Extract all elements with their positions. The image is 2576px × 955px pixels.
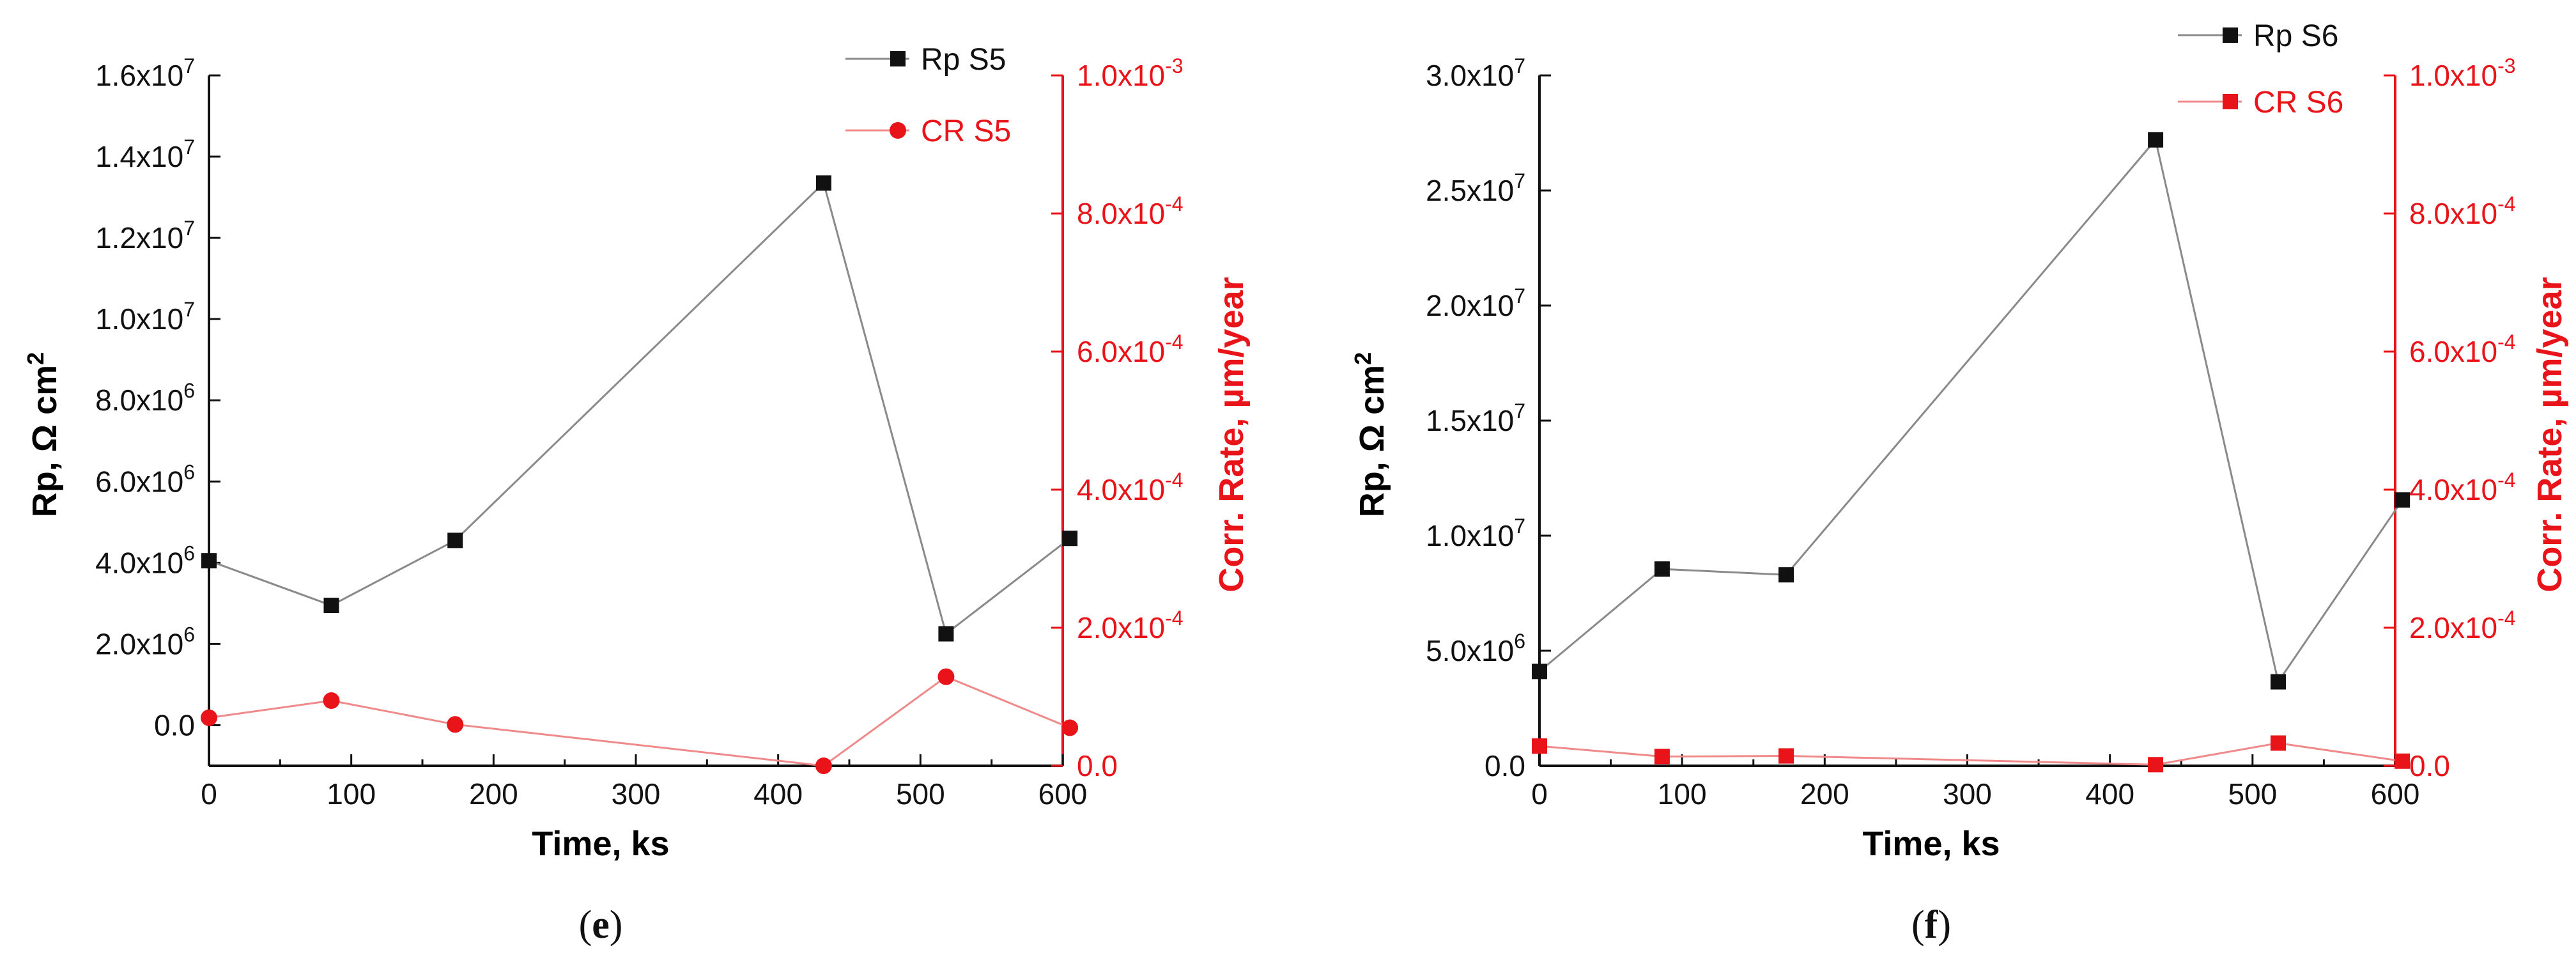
data-point: [1654, 749, 1670, 765]
x-tick-label: 500: [896, 777, 945, 811]
y-tick-label-left: 6.0x106: [95, 460, 195, 498]
y-tick-label-right: 0.0: [1077, 749, 1118, 782]
x-tick-label: 200: [1800, 777, 1849, 811]
data-point: [2395, 492, 2410, 508]
data-point: [447, 716, 464, 733]
y-tick-label-right: 0.0: [2409, 749, 2450, 782]
data-point: [2271, 674, 2287, 690]
data-point: [937, 668, 955, 685]
legend-marker: [890, 51, 906, 66]
x-tick-label: 0: [201, 777, 217, 811]
series-line: [208, 675, 1070, 767]
x-tick-label: 100: [327, 777, 376, 811]
y-tick-label-left: 2.0x106: [95, 623, 195, 660]
data-point: [2395, 753, 2410, 769]
chart-panel-e: Rp, Ω cm2 Corr. Rate, µm/year Time, ks (…: [22, 43, 1251, 947]
legend-label: CR S5: [921, 114, 1011, 148]
panel-label: (f): [1911, 903, 1951, 947]
y-tick-label-right: 4.0x10-4: [2409, 469, 2516, 506]
chart-panel-f: Rp, Ω cm2 Corr. Rate, µm/year Time, ks (…: [1350, 19, 2569, 947]
series-line: [1539, 137, 2403, 685]
y-tick-label-right: 2.0x10-4: [2409, 607, 2516, 644]
x-tick-label: 500: [2228, 777, 2277, 811]
legend-item: CR S5: [845, 114, 1011, 148]
y-tick-label-right: 6.0x10-4: [1077, 330, 1184, 368]
y-axis-title-left: Rp, Ω cm2: [1350, 352, 1391, 517]
y-tick-label-right: 8.0x10-4: [1077, 192, 1184, 230]
y-tick-label-left: 4.0x106: [95, 541, 195, 579]
data-point: [447, 532, 463, 548]
y-tick-label-right: 4.0x10-4: [1077, 469, 1184, 506]
y-tick-label-right: 8.0x10-4: [2409, 192, 2516, 230]
data-point: [2148, 757, 2164, 773]
data-point: [323, 598, 339, 614]
legend-label: Rp S5: [921, 43, 1006, 77]
series-line: [1539, 741, 2403, 766]
legend-marker: [2223, 27, 2238, 43]
y-tick-label-left: 1.5x107: [1426, 400, 1525, 437]
y-axis-title-right: Corr. Rate, µm/year: [1212, 277, 1251, 592]
legend-item: CR S6: [2178, 86, 2343, 120]
x-tick-label: 400: [2085, 777, 2134, 811]
y-tick-label-left: 0.0: [154, 708, 195, 741]
x-tick-label: 200: [469, 777, 518, 811]
y-tick-label-right: 6.0x10-4: [2409, 330, 2516, 368]
y-tick-label-left: 1.0x107: [95, 298, 195, 336]
x-axis-title: Time, ks: [532, 825, 669, 863]
y-tick-label-left: 1.6x107: [95, 54, 195, 92]
x-tick-label: 0: [1531, 777, 1548, 811]
data-point: [1778, 748, 1794, 764]
data-point: [1532, 664, 1547, 679]
data-point: [201, 553, 217, 569]
y-tick-label-right: 1.0x10-3: [1077, 54, 1184, 92]
legend-marker: [890, 122, 906, 139]
y-tick-label-left: 1.0x107: [1426, 515, 1525, 552]
data-point: [201, 709, 217, 726]
data-point: [2148, 132, 2164, 148]
data-point: [1061, 719, 1079, 736]
y-axis-title-right: Corr. Rate, µm/year: [2531, 277, 2569, 592]
panel-label: (e): [579, 903, 623, 947]
data-point: [1532, 738, 1547, 754]
y-tick-label-right: 2.0x10-4: [1077, 607, 1184, 644]
y-tick-label-left: 1.4x107: [95, 136, 195, 173]
data-point: [938, 626, 954, 642]
y-tick-label-left: 3.0x107: [1426, 54, 1525, 92]
legend-label: Rp S6: [2253, 19, 2338, 53]
y-tick-label-left: 2.0x107: [1426, 284, 1525, 322]
x-tick-label: 300: [612, 777, 661, 811]
legend-label: CR S6: [2253, 86, 2343, 120]
data-point: [815, 757, 832, 774]
data-point: [815, 175, 831, 191]
legend-item: Rp S5: [845, 43, 1006, 77]
data-point: [1062, 531, 1078, 547]
y-tick-label-left: 1.2x107: [95, 217, 195, 254]
x-tick-label: 600: [1038, 777, 1088, 811]
y-tick-label-right: 1.0x10-3: [2409, 54, 2516, 92]
x-tick-label: 600: [2371, 777, 2420, 811]
y-tick-label-left: 8.0x106: [95, 379, 195, 417]
x-tick-label: 100: [1658, 777, 1707, 811]
series-line: [208, 181, 1071, 636]
y-tick-label-left: 5.0x106: [1426, 630, 1525, 667]
data-point: [1778, 567, 1794, 583]
x-axis-title: Time, ks: [1862, 825, 2000, 863]
y-tick-label-left: 2.5x107: [1426, 169, 1525, 207]
data-point: [323, 692, 340, 710]
x-tick-label: 300: [1943, 777, 1992, 811]
legend-marker: [2223, 94, 2238, 109]
y-axis-title-left: Rp, Ω cm2: [22, 352, 64, 517]
legend-item: Rp S6: [2178, 19, 2338, 53]
data-point: [2271, 735, 2287, 751]
y-tick-label-left: 0.0: [1485, 749, 1525, 782]
data-point: [1654, 561, 1670, 577]
x-tick-label: 400: [753, 777, 803, 811]
